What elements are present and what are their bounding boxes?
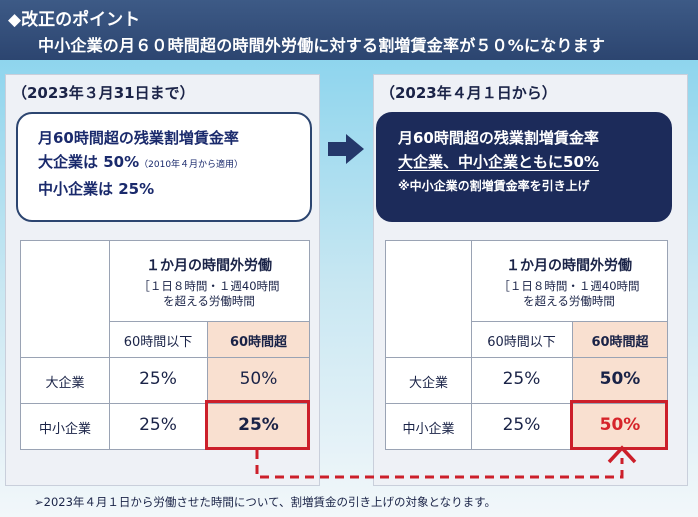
before-rate-title: 月60時間超の残業割増賃金率 [38,129,239,147]
before-sme-over60-value: 25% [238,415,279,435]
before-large-company-rate: 大企業は 50%（2010年４月から適用） [38,153,244,171]
after-row-large-company: 大企業 [408,376,448,391]
before-table-subheader-1: ［１日８時間・１週40時間 [138,279,280,293]
before-table-subheader-2: を超える労働時間 [163,294,255,308]
after-rate-note: ※中小企業の割増賃金率を引き上げ [398,179,590,193]
before-period-label: （2023年３月31日まで） [12,84,195,102]
after-highlight-frame [570,400,668,450]
before-large-under60-value: 25% [139,369,177,389]
before-row-large-company: 大企業 [45,376,85,391]
before-over60-header-cell [208,322,309,357]
after-sme-over60-value: 50% [599,415,641,435]
after-summary-box: 月60時間超の残業割増賃金率 大企業、中小企業ともに50% ※中小企業の割増賃金… [376,112,672,222]
after-table-subheader-2: を超える労働時間 [523,294,615,308]
before-row-sme: 中小企業 [38,422,91,437]
after-table-subheader-1: ［１日８時間・１週40時間 [498,279,640,293]
after-large-over60-cell [573,358,667,403]
after-over60-header-cell [573,322,667,357]
after-large-over60-value: 50% [599,369,641,389]
header-title: ◆改正のポイント [8,10,141,30]
right-arrow-icon [328,134,364,164]
header-banner: ◆改正のポイント 中小企業の月６０時間超の時間外労働に対する割増賃金率が５０%に… [0,0,698,60]
before-sme-over60-cell [208,404,309,449]
after-table-header: １か月の時間外労働 [506,258,632,274]
before-rate-table: １か月の時間外労働 ［１日８時間・１週40時間 を超える労働時間 60時間以下 … [20,240,310,450]
after-row-sme: 中小企業 [402,422,455,437]
after-sme-over60-cell [573,404,667,449]
before-summary-box: 月60時間超の残業割増賃金率 大企業は 50%（2010年４月から適用） 中小企… [16,112,312,222]
after-rate-table: １か月の時間外労働 ［１日８時間・１週40時間 を超える労働時間 60時間以下 … [385,240,668,450]
before-sme-under60-value: 25% [139,415,177,435]
before-col-under60: 60時間以下 [123,335,193,350]
after-col-over60: 60時間超 [591,335,649,350]
after-col-under60: 60時間以下 [487,335,556,350]
before-col-over60: 60時間超 [229,335,288,350]
after-period-label: （2023年４月１日から） [380,84,557,102]
after-large-under60-value: 25% [502,369,541,389]
after-rate-all-companies: 大企業、中小企業ともに50% [398,153,599,171]
before-sme-rate: 中小企業は 25% [38,180,155,198]
header-subtitle: 中小企業の月６０時間超の時間外労働に対する割増賃金率が５０%になります [38,36,606,55]
before-large-over60-value: 50% [239,369,278,389]
before-large-over60-cell [208,358,309,403]
before-highlight-frame [205,400,310,450]
before-large-company-note: （2010年４月から適用） [139,160,244,170]
footer-note: ➢2023年４月１日から労働させた時間について、割増賃金の引き上げの対象となりま… [34,495,496,509]
after-sme-under60-value: 25% [502,415,541,435]
before-table-header: １か月の時間外労働 [146,258,272,274]
after-rate-title: 月60時間超の残業割増賃金率 [398,129,599,147]
